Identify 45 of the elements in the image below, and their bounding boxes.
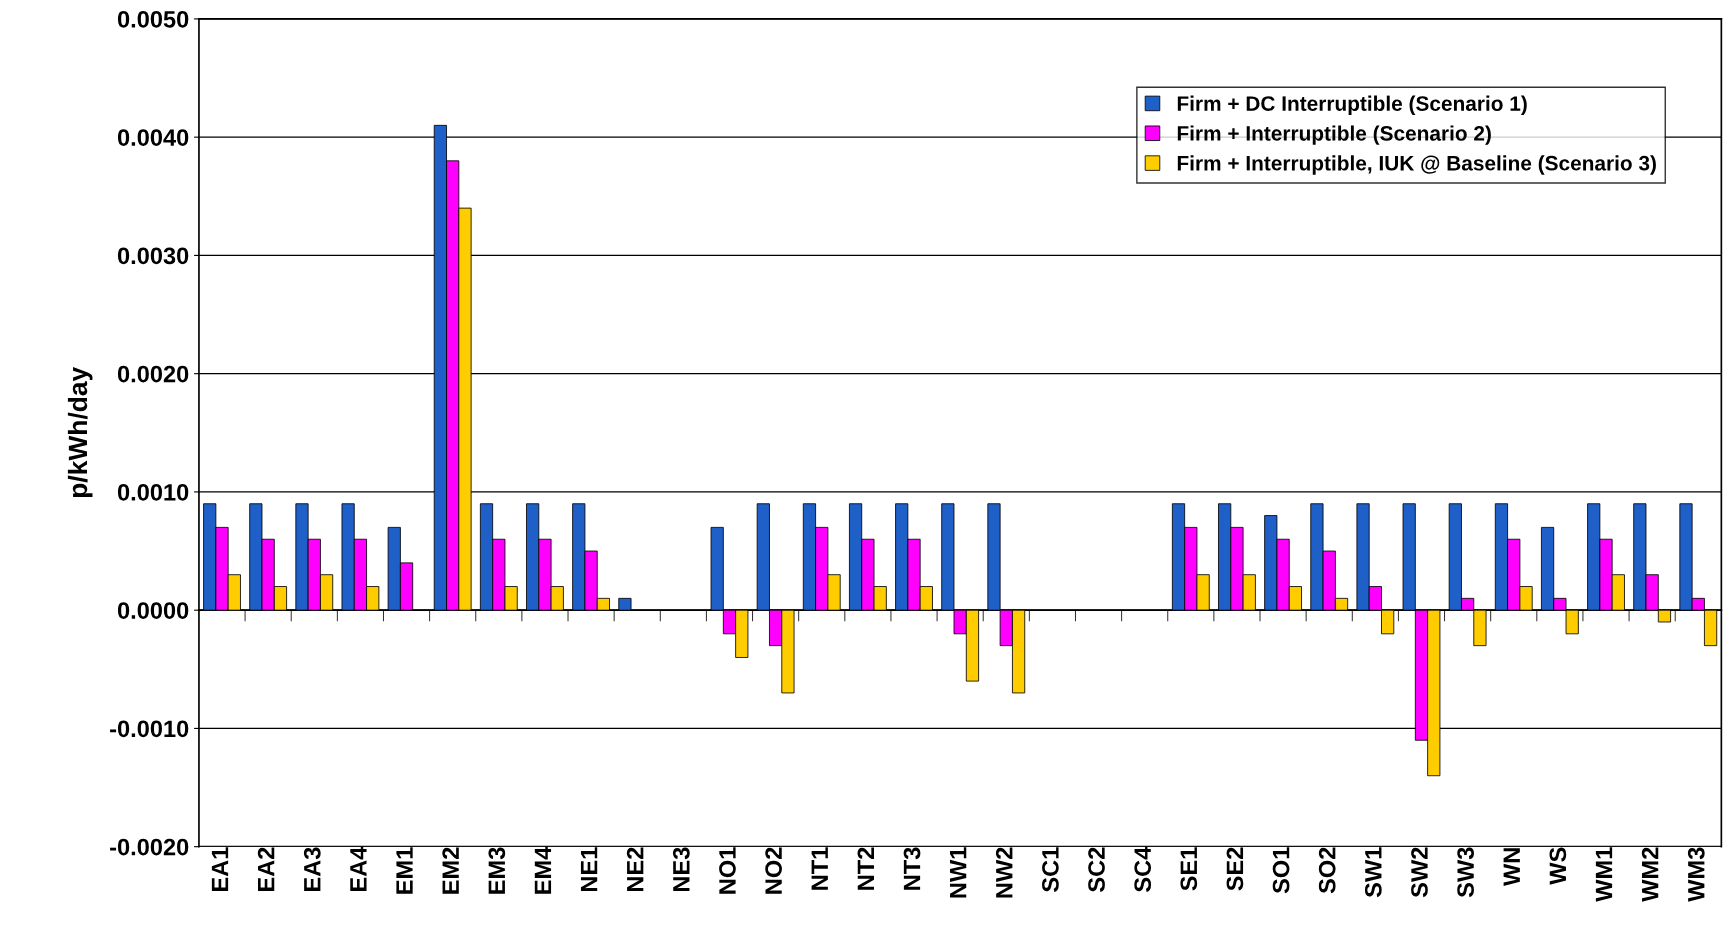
x-tick-label: WS	[1549, 847, 1567, 885]
x-tick-label: WN	[1503, 848, 1520, 886]
x-tick-label: SE2	[1226, 847, 1244, 891]
x-tick-label: EA3	[303, 847, 321, 892]
x-tick-label: EM2	[442, 847, 459, 894]
y-tick-label: 0.0000	[117, 602, 189, 619]
x-tick-label: SO2	[1318, 847, 1336, 894]
y-tick-label: 0.0010	[117, 483, 189, 501]
x-tick-label: NO2	[765, 847, 782, 894]
x-tick-label: SO1	[1272, 847, 1290, 894]
y-axis-title: p/kWh/day	[67, 366, 93, 498]
x-tick-label: SW1	[1364, 847, 1382, 898]
y-tick-label: 0.0050	[117, 10, 189, 28]
legend-label: Firm + Interruptible (Scenario 2)	[1177, 125, 1491, 145]
x-tick-label: EM3	[488, 847, 506, 894]
legend-label: Firm + Interruptible, IUK @ Baseline (Scenario 3)	[1177, 155, 1656, 175]
x-tick-label: SC4	[1134, 846, 1152, 892]
x-tick-label: SC1	[1042, 847, 1059, 892]
x-tick-label: WM2	[1641, 847, 1659, 902]
x-tick-label: NT2	[857, 847, 874, 890]
x-tick-label: WM1	[1595, 847, 1613, 902]
x-tick-label: NE2	[626, 847, 644, 892]
x-tick-label: EA2	[257, 847, 275, 892]
x-tick-label: SE1	[1180, 847, 1198, 891]
x-tick-label: EA4	[350, 846, 367, 892]
x-tick-label: WM3	[1687, 847, 1705, 902]
x-tick-label: SC2	[1088, 847, 1105, 892]
x-tick-label: NE1	[580, 847, 598, 892]
x-tick-label: SW3	[1457, 847, 1474, 898]
x-tick-label: EA1	[211, 847, 229, 892]
x-tick-label: NO1	[719, 847, 736, 894]
x-tick-label: EM1	[396, 847, 413, 894]
legend-label: Firm + DC Interruptible (Scenario 1)	[1177, 95, 1527, 116]
y-tick-label: 0.0040	[117, 129, 189, 146]
x-tick-label: NE3	[672, 847, 690, 892]
y-tick-label: -0.0010	[110, 720, 189, 738]
y-tick-label: 0.0030	[117, 247, 189, 265]
x-tick-label: NT3	[903, 847, 921, 890]
y-tick-label: 0.0020	[117, 365, 189, 383]
y-tick-label: -0.0020	[110, 838, 189, 856]
x-tick-label: NW2	[995, 847, 1013, 898]
x-tick-label: NW1	[950, 847, 967, 898]
x-tick-label: EM4	[534, 846, 552, 894]
x-tick-label: SW2	[1411, 847, 1428, 898]
x-tick-label: NT1	[811, 847, 828, 890]
